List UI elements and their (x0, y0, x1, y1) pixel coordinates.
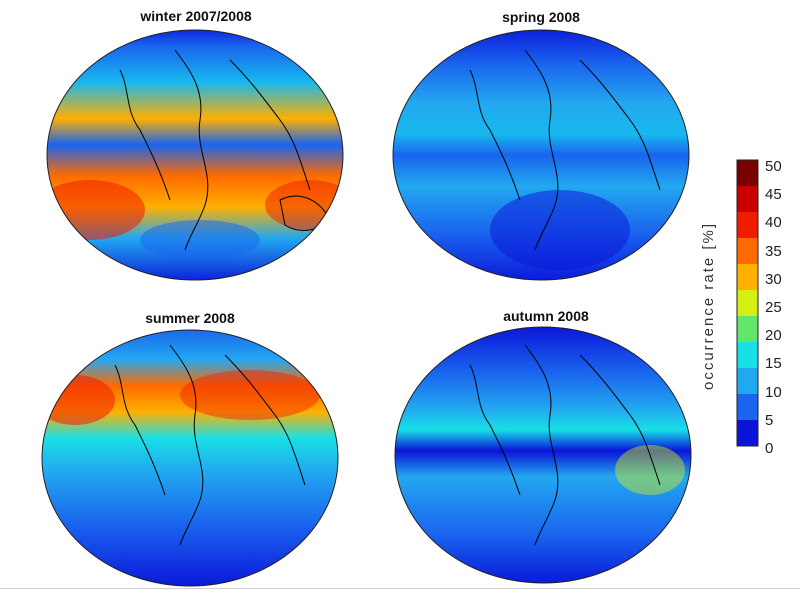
colorbar-axis-label: occurrence rate [%] (700, 221, 717, 390)
colorbar-cell (737, 264, 758, 291)
colorbar-cell (737, 238, 758, 265)
panel-title-autumn: autumn 2008 (503, 308, 589, 324)
colorbar-tick-label: 0 (765, 440, 774, 457)
panel-title-winter: winter 2007/2008 (140, 8, 252, 24)
panel-title-summer: summer 2008 (145, 310, 235, 326)
colorbar-tick-label: 45 (765, 186, 782, 204)
panel-title-spring: spring 2008 (502, 9, 580, 25)
colorbar-cell (737, 186, 758, 213)
window-bottom-divider (0, 588, 800, 589)
colorbar-cell (737, 316, 758, 343)
colorbar-tick-label: 5 (765, 411, 774, 429)
colorbar-tick-label: 35 (765, 242, 782, 260)
colorbar-tick-label: 30 (765, 270, 782, 288)
colorbar-cell (737, 394, 758, 421)
colorbar-tick-label: 25 (765, 299, 782, 316)
colorbar-cell (737, 342, 758, 369)
colorbar-cell (737, 212, 758, 239)
colorbar-tick-label: 50 (765, 158, 782, 175)
colorbar-tick-label: 40 (765, 214, 782, 232)
colorbar-cell (737, 420, 758, 447)
colorbar-tick-label: 15 (765, 355, 782, 373)
colorbar-cell (737, 368, 758, 395)
colorbar-cell (737, 290, 758, 317)
colorbar-tick-label: 10 (765, 383, 782, 401)
colorbar-cell (737, 160, 758, 187)
colorbar-tick-label: 20 (765, 327, 782, 345)
